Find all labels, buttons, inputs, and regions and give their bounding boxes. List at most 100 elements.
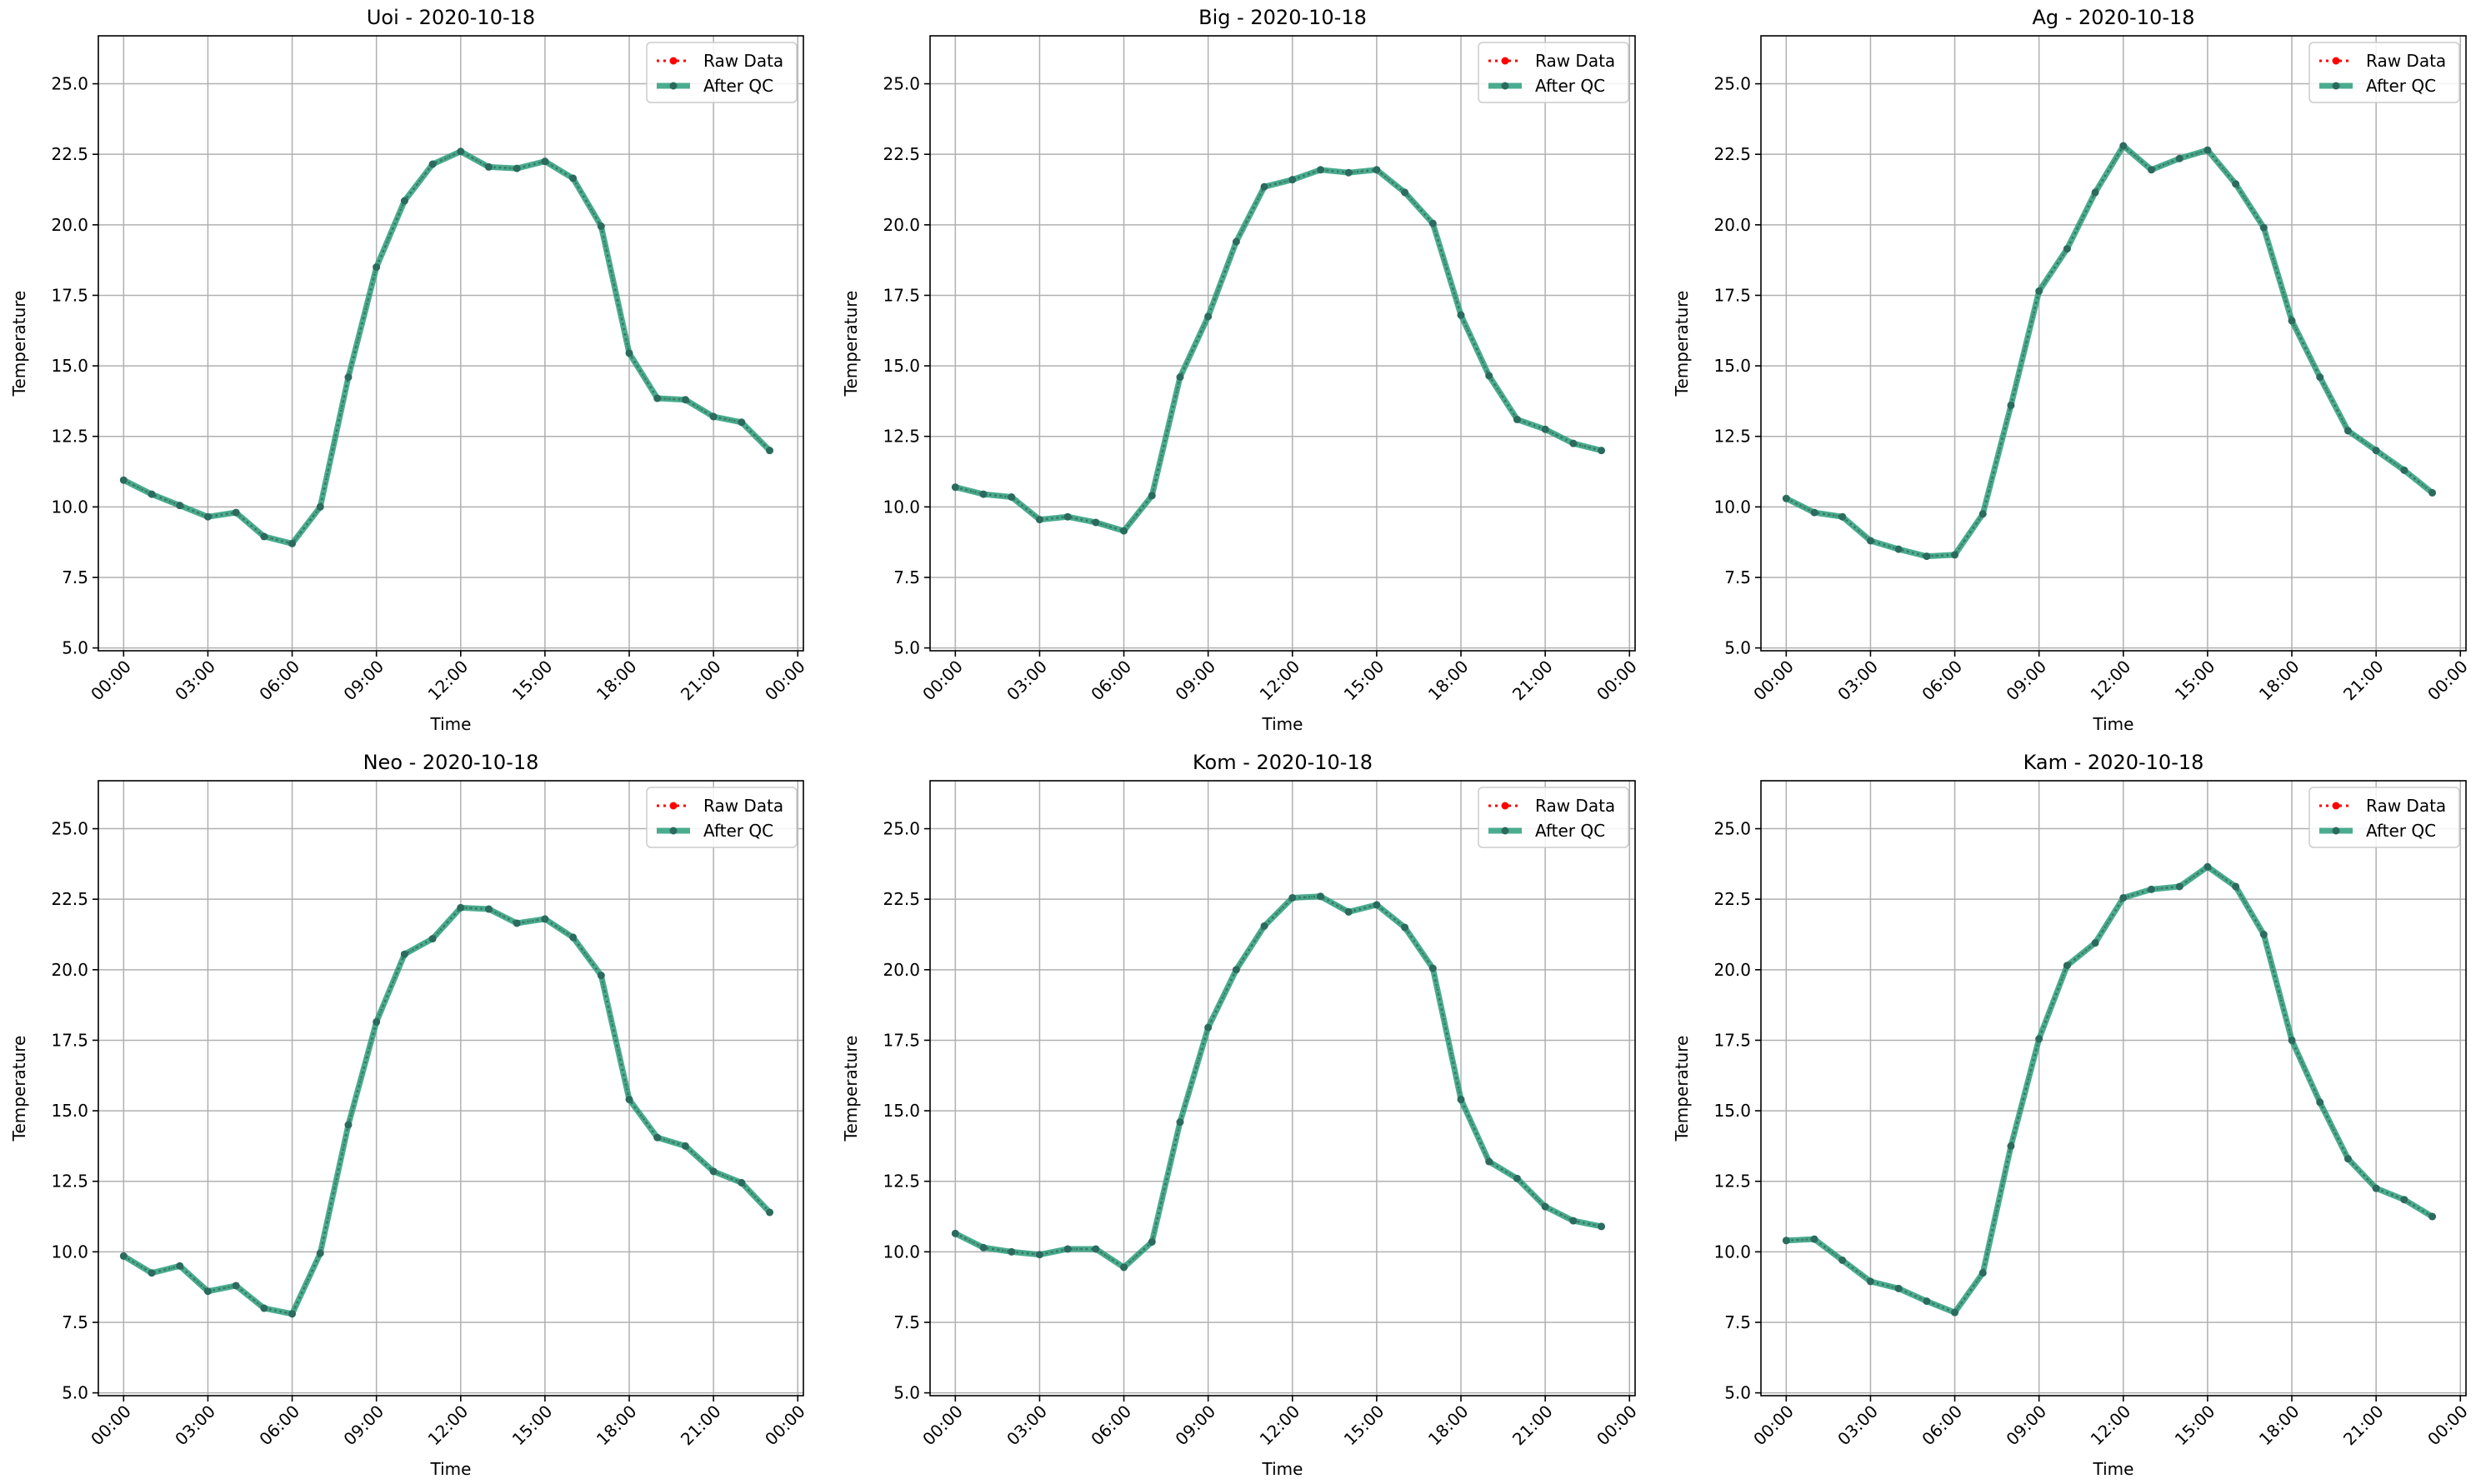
data-point: [119, 476, 128, 484]
legend-label-after-qc: After QC: [703, 821, 773, 841]
data-point: [541, 915, 549, 923]
y-tick-label: 7.5: [893, 1312, 920, 1332]
legend-marker-raw-data: [2332, 802, 2340, 810]
data-point: [1120, 527, 1128, 535]
data-point: [1373, 901, 1381, 909]
x-axis: 00:00 03:00 06:00 09:00 12:00 15:00 18:00 21:00…: [918, 651, 1641, 704]
data-point: [1810, 508, 1818, 517]
data-point: [2175, 154, 2183, 162]
data-point: [513, 164, 521, 172]
y-tick-label: 7.5: [62, 567, 88, 587]
axes-frame: [98, 780, 804, 1397]
data-point: [1373, 166, 1381, 174]
y-tick-label: 12.5: [51, 427, 88, 447]
legend-label-after-qc: After QC: [2366, 76, 2436, 96]
data-point: [597, 972, 605, 980]
data-point: [2343, 1155, 2352, 1163]
data-point: [457, 147, 465, 156]
x-tick-label: 15:00: [2171, 1402, 2219, 1450]
x-tick-label: 21:00: [677, 657, 725, 705]
axes-frame: [929, 780, 1636, 1397]
x-tick-label: 06:00: [255, 1402, 303, 1450]
chart-title: Ag - 2020-10-18: [2032, 6, 2194, 29]
subplot-3: 5.07.510.012.515.017.520.022.525.000:00 0…: [1672, 6, 2472, 734]
x-tick-label: 18:00: [1424, 657, 1473, 705]
data-point: [2428, 488, 2437, 497]
data-point: [2372, 447, 2380, 455]
y-tick-label: 20.0: [1713, 960, 1751, 980]
x-tick-label: 09:00: [2002, 657, 2050, 705]
data-point: [1866, 1277, 1874, 1286]
data-point: [2035, 287, 2043, 295]
series-line-overlap: [955, 168, 1602, 532]
data-point: [316, 502, 324, 511]
x-axis-label: Time: [2093, 1459, 2134, 1479]
y-tick-label: 22.5: [1713, 889, 1751, 909]
y-tick-label: 17.5: [1713, 1030, 1751, 1050]
data-point: [2400, 466, 2408, 474]
data-point: [2091, 188, 2099, 197]
y-tick-label: 5.0: [893, 1383, 920, 1403]
legend-label-raw-data: Raw Data: [703, 51, 783, 71]
y-axis-label: Temperature: [9, 291, 29, 397]
subplot-4: 5.07.510.012.515.017.520.022.525.000:00 0…: [9, 751, 809, 1479]
data-point: [681, 396, 689, 404]
x-tick-label: 03:00: [1003, 1402, 1051, 1450]
data-point: [1176, 373, 1184, 382]
y-tick-label: 15.0: [51, 1101, 88, 1121]
x-tick-label: 03:00: [171, 1402, 219, 1450]
x-tick-label: 00:00: [918, 1402, 967, 1450]
data-point: [979, 490, 988, 498]
x-axis: 00:00 03:00 06:00 09:00 12:00 15:00 18:00 21:00…: [87, 1396, 809, 1449]
x-tick-label: 00:00: [918, 657, 967, 705]
series-line-raw-data: [954, 895, 1602, 1269]
legend-marker-after-qc: [2332, 827, 2340, 835]
y-tick-label: 5.0: [62, 1383, 88, 1403]
y-tick-label: 25.0: [1713, 819, 1751, 839]
y-axis: 5.0 7.5 10.0 12.5 15.0 17.5 20.0 22.5 25.0: [51, 74, 98, 658]
data-point: [2007, 401, 2015, 409]
x-axis: 00:00 03:00 06:00 09:00 12:00 15:00 18:00 21:00…: [918, 1396, 1641, 1449]
legend-marker-after-qc: [2332, 82, 2340, 90]
y-tick-label: 22.5: [1713, 144, 1751, 164]
data-point: [1951, 1308, 1959, 1317]
data-point: [1288, 893, 1297, 902]
y-tick-label: 10.0: [883, 1242, 920, 1262]
subplot-5: 5.07.510.012.515.017.520.022.525.000:00 0…: [841, 751, 1641, 1479]
x-tick-label: 03:00: [171, 657, 219, 705]
data-point: [1978, 1269, 1987, 1277]
subplot-2: 5.07.510.012.515.017.520.022.525.000:00 0…: [841, 6, 1641, 734]
x-tick-label: 12:00: [2087, 1402, 2135, 1450]
y-tick-label: 20.0: [51, 960, 88, 980]
data-point: [1782, 1237, 1790, 1245]
data-point: [2343, 427, 2352, 435]
series-markers: [119, 903, 774, 1318]
y-tick-label: 12.5: [51, 1172, 88, 1192]
x-tick-label: 15:00: [2171, 657, 2219, 705]
data-point: [2259, 931, 2268, 938]
x-tick-label: 09:00: [339, 1402, 388, 1450]
data-point: [1485, 1157, 1493, 1166]
y-tick-label: 10.0: [51, 1242, 88, 1262]
legend-label-raw-data: Raw Data: [2366, 796, 2446, 816]
data-point: [738, 418, 746, 427]
legend-marker-raw-data: [2332, 57, 2340, 65]
x-tick-label: 21:00: [2339, 1402, 2388, 1450]
y-tick-label: 15.0: [1713, 1101, 1751, 1121]
data-point: [1063, 512, 1072, 521]
data-point: [1598, 1222, 1606, 1231]
data-point: [2091, 939, 2099, 947]
data-point: [2232, 882, 2240, 891]
x-tick-label: 21:00: [2339, 657, 2388, 705]
y-tick-label: 15.0: [883, 1101, 920, 1121]
series-line-raw-data: [955, 168, 1602, 532]
data-point: [2288, 1036, 2296, 1044]
series-line-after-qc: [954, 167, 1603, 534]
data-point: [485, 162, 493, 171]
data-point: [1782, 494, 1790, 502]
x-axis-label: Time: [2093, 714, 2134, 734]
x-tick-label: 12:00: [1256, 1402, 1304, 1450]
x-axis: 00:00 03:00 06:00 09:00 12:00 15:00 18:00 21:00…: [87, 651, 809, 704]
data-point: [2372, 1184, 2380, 1192]
x-tick-label: 21:00: [1508, 657, 1557, 705]
